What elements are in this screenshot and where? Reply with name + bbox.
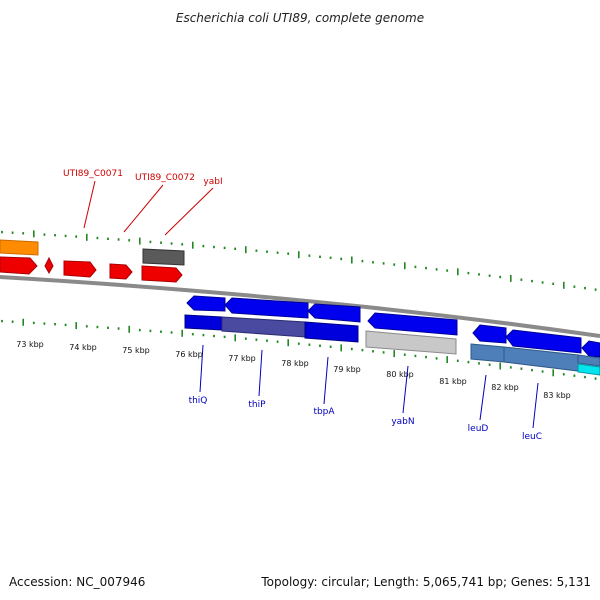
inner-tick-ruler — [1, 318, 597, 380]
leader-line — [479, 374, 487, 421]
blue-gene-arrow-1[interactable] — [186, 295, 226, 312]
kbp-label: 82 kbp — [491, 383, 519, 392]
gene-label-thiq[interactable]: thiQ — [189, 396, 208, 406]
gene-label-tbpa[interactable]: tbpA — [313, 407, 335, 417]
kbp-label: 81 kbp — [439, 377, 467, 386]
kbp-label: 74 kbp — [69, 343, 97, 352]
kbp-label: 77 kbp — [228, 354, 256, 363]
forward-strand-features — [0, 239, 185, 283]
leader-line — [258, 349, 263, 397]
leader-line — [402, 365, 409, 414]
gene-label-uti89-c0072[interactable]: UTI89_C0072 — [135, 173, 195, 183]
blue-gene-arrow-6[interactable] — [505, 329, 582, 354]
orange-feature[interactable] — [0, 239, 39, 256]
cyan-cds-bar[interactable] — [577, 363, 600, 376]
red-gene-arrow-3[interactable] — [63, 260, 97, 278]
red-gene-arrow-2[interactable] — [44, 256, 54, 275]
backbone-arc — [0, 275, 600, 338]
reverse-gene-labels: thiQ thiP tbpA yabN leuD leuC — [189, 344, 542, 442]
leader-line — [164, 187, 214, 236]
blue-gene-arrow-3[interactable] — [307, 303, 361, 323]
kbp-label: 73 kbp — [16, 340, 44, 349]
outer-tick-ruler — [1, 230, 597, 291]
blue-cds-bar-1[interactable] — [184, 314, 223, 331]
leader-line — [323, 356, 329, 405]
blue-gene-arrow-4[interactable] — [367, 312, 458, 336]
red-gene-arrow-1[interactable] — [0, 256, 38, 275]
genome-summary-text: Topology: circular; Length: 5,065,741 bp… — [260, 575, 591, 589]
accession-text: Accession: NC_007946 — [9, 575, 145, 589]
kbp-labels: 73 kbp 74 kbp 75 kbp 76 kbp 77 kbp 78 kb… — [16, 340, 571, 400]
blue-gene-arrow-7[interactable] — [581, 340, 600, 358]
kbp-label: 80 kbp — [386, 370, 414, 379]
steel-cds-bar-1[interactable] — [470, 343, 505, 363]
red-gene-arrow-4[interactable] — [109, 263, 133, 280]
kbp-label: 76 kbp — [175, 350, 203, 359]
steel-cds-bar-3[interactable] — [577, 354, 600, 367]
kbp-label: 78 kbp — [281, 359, 309, 368]
blue-cds-bar-2[interactable] — [304, 321, 359, 343]
gene-label-leuc[interactable]: leuC — [522, 432, 542, 442]
purple-cds-bar[interactable] — [221, 316, 306, 338]
map-title: Escherichia coli UTI89, complete genome — [176, 11, 424, 25]
leader-line — [199, 344, 204, 393]
gene-label-leud[interactable]: leuD — [468, 424, 489, 434]
leader-line — [532, 382, 539, 429]
kbp-label: 79 kbp — [333, 365, 361, 374]
gene-label-uti89-c0071[interactable]: UTI89_C0071 — [63, 169, 123, 179]
leader-line — [123, 184, 164, 233]
blue-gene-arrow-5[interactable] — [472, 324, 507, 344]
gray-feature[interactable] — [142, 248, 185, 266]
kbp-label: 75 kbp — [122, 346, 150, 355]
gene-label-yabn[interactable]: yabN — [391, 417, 414, 427]
leader-line — [83, 180, 96, 229]
reverse-strand-features — [184, 295, 600, 376]
gene-label-yabi[interactable]: yabI — [203, 177, 222, 187]
silver-cds-bar[interactable] — [365, 330, 457, 355]
gene-label-thip[interactable]: thiP — [248, 400, 266, 410]
kbp-label: 83 kbp — [543, 391, 571, 400]
red-gene-arrow-5[interactable] — [141, 265, 183, 283]
forward-gene-labels: UTI89_C0071 UTI89_C0072 yabI — [63, 169, 223, 236]
